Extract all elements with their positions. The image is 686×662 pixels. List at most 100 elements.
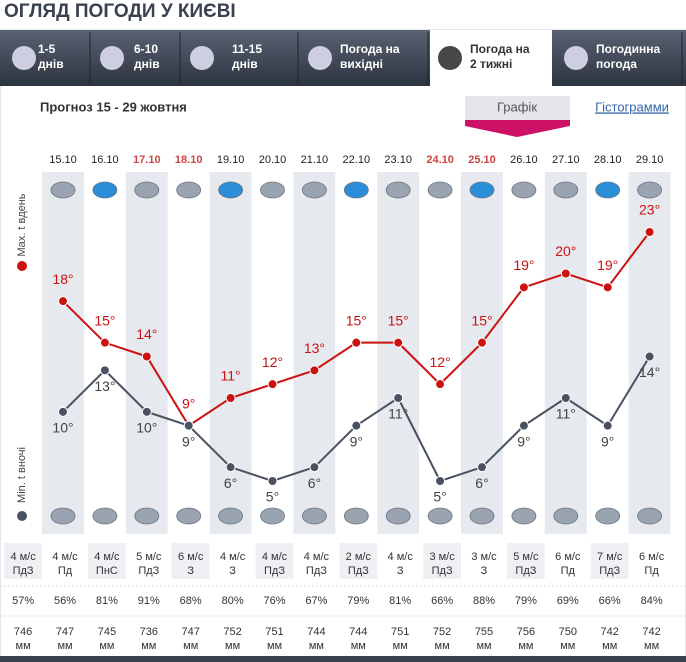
temperature-label: 15° <box>94 312 115 328</box>
humidity: 91% <box>138 595 160 607</box>
pressure-unit: мм <box>309 640 324 652</box>
temperature-label: 6° <box>224 475 237 491</box>
temperature-label: 13° <box>304 340 325 356</box>
bottom-bar <box>0 656 686 662</box>
pressure: 752 <box>433 626 451 638</box>
temperature-point <box>477 337 487 348</box>
table-cell-bg <box>213 543 252 579</box>
wind-speed: 3 м/с <box>429 551 455 563</box>
wind-direction: ПдЗ <box>348 565 369 577</box>
tab-label[interactable]: днів <box>232 57 258 71</box>
temperature-point <box>225 462 236 473</box>
temperature-label: 9° <box>182 395 195 411</box>
pressure-unit: мм <box>57 640 72 652</box>
table-cell-bg <box>255 543 294 579</box>
pressure-unit: мм <box>351 640 366 652</box>
weather-icon <box>92 181 118 199</box>
date-label: 27.10 <box>552 154 580 166</box>
wind-direction: ПдЗ <box>432 565 453 577</box>
tab-label[interactable]: погода <box>596 57 637 71</box>
weather-icon <box>469 507 495 525</box>
table-cell-bg <box>87 543 126 579</box>
date-label: 20.10 <box>259 154 287 166</box>
date-label: 23.10 <box>384 154 412 166</box>
graph-tab-label[interactable]: Графік <box>497 99 537 114</box>
humidity: 76% <box>263 595 285 607</box>
tab-label[interactable]: 11-15 <box>232 42 262 56</box>
pressure-unit: мм <box>183 640 198 652</box>
tab-icon[interactable] <box>12 46 36 70</box>
histogram-link[interactable]: Гістограмми <box>595 99 669 114</box>
tab-label[interactable]: вихідні <box>340 57 383 71</box>
wind-direction: ПнС <box>96 565 118 577</box>
temperature-point <box>602 420 613 431</box>
pressure-unit: мм <box>518 640 533 652</box>
wind-speed: 7 м/с <box>597 551 623 563</box>
tab-icon[interactable] <box>308 46 332 70</box>
tab[interactable]: Погода на2 тижні <box>430 30 552 86</box>
weather-icon <box>511 507 537 525</box>
table-cell-bg <box>548 543 587 579</box>
weather-icon <box>385 507 411 525</box>
tab-label[interactable]: 1-5 <box>38 42 56 56</box>
date-label: 26.10 <box>510 154 538 166</box>
temperature-label: 11° <box>556 406 576 422</box>
wind-direction: ПдЗ <box>138 565 159 577</box>
date-label: 17.10 <box>133 154 161 166</box>
humidity: 81% <box>389 595 411 607</box>
temperature-point <box>58 296 68 307</box>
tab-icon[interactable] <box>438 46 462 70</box>
temperature-point <box>141 406 152 417</box>
wind-speed: 4 м/с <box>262 551 288 563</box>
table-cell-bg <box>590 543 629 579</box>
legend-label: Max. t вдень <box>16 193 28 256</box>
weather-icon <box>260 181 285 199</box>
graph-tab[interactable] <box>465 96 570 120</box>
table-cell-bg <box>381 543 420 579</box>
table-cell-bg <box>297 543 336 579</box>
temperature-point <box>309 365 320 376</box>
date-label: 22.10 <box>343 154 371 166</box>
temperature-point <box>309 462 320 473</box>
date-label: 15.10 <box>49 154 77 166</box>
pressure: 751 <box>265 626 283 638</box>
tab-label[interactable]: днів <box>38 57 64 71</box>
humidity: 79% <box>347 595 369 607</box>
pressure-unit: мм <box>99 640 114 652</box>
pressure-unit: мм <box>16 640 31 652</box>
column-band <box>461 172 503 534</box>
tab-icon[interactable] <box>100 46 124 70</box>
temperature-label: 18° <box>52 271 73 287</box>
tab-label[interactable]: Погода на <box>340 42 400 56</box>
tab-label[interactable]: 6-10 <box>134 42 158 56</box>
temperature-label: 19° <box>597 257 618 273</box>
tab-label[interactable]: Погода на <box>470 42 530 56</box>
pressure-unit: мм <box>267 640 282 652</box>
pressure-unit: мм <box>393 640 408 652</box>
tab-label[interactable]: 2 тижні <box>470 57 512 71</box>
pressure: 747 <box>182 626 200 638</box>
wind-speed: 4 м/с <box>52 551 78 563</box>
tab-icon[interactable] <box>564 46 588 70</box>
wind-speed: 4 м/с <box>94 551 120 563</box>
temperature-label: 10° <box>136 420 157 436</box>
weather-icon <box>176 507 202 525</box>
wind-direction: Пд <box>58 565 73 577</box>
temperature-point <box>267 379 278 390</box>
pressure-unit: мм <box>476 640 491 652</box>
pressure: 744 <box>349 626 367 638</box>
tab-label[interactable]: Погодинна <box>596 42 660 56</box>
temperature-point <box>99 337 110 348</box>
wind-direction: Пд <box>644 565 659 577</box>
weather-icon <box>301 507 327 525</box>
tab-label[interactable]: днів <box>134 57 160 71</box>
temperature-label: 20° <box>555 243 576 259</box>
weather-icon <box>343 507 369 525</box>
tab-icon[interactable] <box>190 46 214 70</box>
